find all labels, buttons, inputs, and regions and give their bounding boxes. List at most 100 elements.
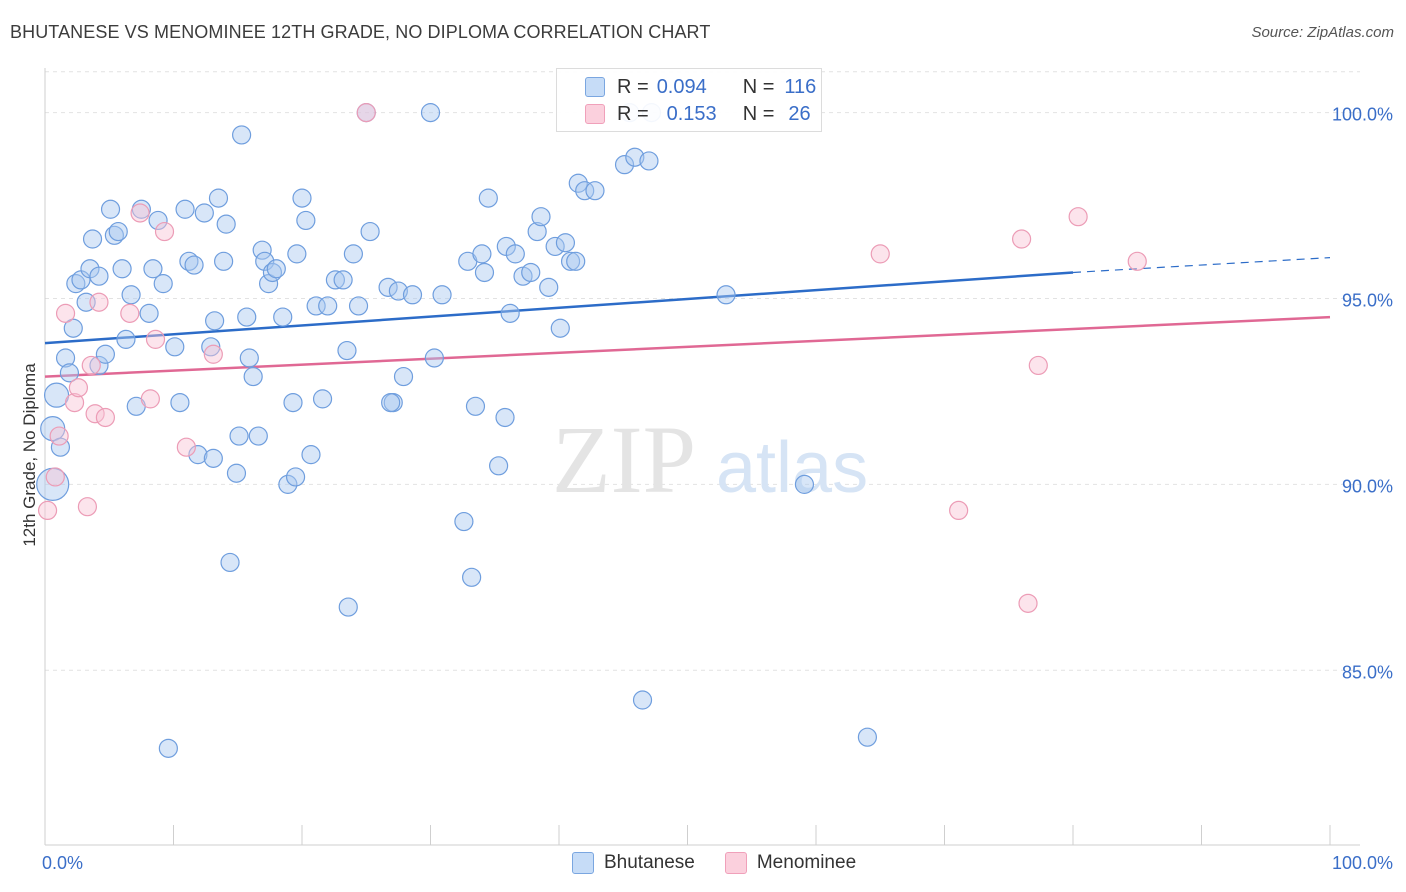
menominee-point xyxy=(949,500,969,521)
bhutanese-point xyxy=(585,181,605,201)
bhutanese-point xyxy=(226,463,247,483)
bhutanese-point xyxy=(301,445,321,465)
legend-r-value: 0.094 xyxy=(656,75,707,98)
bhutanese-point xyxy=(165,337,185,357)
bhutanese-point xyxy=(296,210,316,231)
legend-r-value: 0.153 xyxy=(666,102,717,125)
bhutanese-point xyxy=(239,348,259,368)
y-tick-labels: 85.0% 90.0% 95.0% 100.0% xyxy=(1332,105,1393,683)
menominee-point xyxy=(870,244,890,264)
menominee-point xyxy=(356,103,376,123)
bhutanese-point xyxy=(283,392,303,413)
bhutanese-point xyxy=(112,259,132,279)
legend-swatch-bhutanese xyxy=(585,77,605,97)
legend-n-label: N = xyxy=(742,102,775,125)
legend-swatch-menominee xyxy=(724,852,747,874)
menominee-point xyxy=(55,303,76,323)
bhutanese-point xyxy=(66,274,86,294)
menominee-point xyxy=(68,378,89,398)
bhutanese-point xyxy=(338,597,358,617)
menominee-point xyxy=(64,392,85,413)
bhutanese-point xyxy=(273,307,293,327)
bhutanese-point xyxy=(89,355,109,376)
bhutanese-point xyxy=(121,285,141,305)
legend-r-label: R = xyxy=(617,75,649,98)
bhutanese-point xyxy=(285,467,306,487)
bhutanese-point xyxy=(194,203,214,223)
bhutanese-point xyxy=(388,281,408,301)
bhutanese-trend-extension xyxy=(1072,257,1331,274)
y-tick-label: 100.0% xyxy=(1332,105,1393,125)
menominee-point xyxy=(1018,593,1038,613)
watermark: ZIP atlas xyxy=(552,406,868,513)
y-tick-label: 95.0% xyxy=(1342,290,1393,310)
bhutanese-point xyxy=(248,426,268,446)
bhutanese-point xyxy=(325,270,346,290)
bhutanese-point xyxy=(95,344,115,364)
menominee-point xyxy=(140,389,160,409)
bhutanese-point xyxy=(188,445,208,465)
bhutanese-point xyxy=(545,236,565,257)
x-tick-label: 100.0% xyxy=(1332,853,1393,873)
axes xyxy=(44,68,1360,846)
bhutanese-point xyxy=(566,251,586,271)
bhutanese-point xyxy=(568,173,588,193)
bhutanese-point xyxy=(555,233,576,253)
bhutanese-point xyxy=(278,474,298,494)
bhutanese-point xyxy=(716,285,736,305)
bhutanese-point xyxy=(148,210,168,231)
bhutanese-point xyxy=(378,277,398,297)
bhutanese-point xyxy=(639,151,659,171)
bhutanese-point xyxy=(170,392,190,413)
bhutanese-point xyxy=(420,103,441,123)
bhutanese-point xyxy=(287,244,307,264)
bhutanese-point xyxy=(143,259,163,279)
bhutanese-point xyxy=(337,340,357,361)
menominee-point xyxy=(154,221,175,242)
bhutanese-point xyxy=(560,251,581,271)
bhutanese-point xyxy=(100,199,121,219)
bhutanese-point xyxy=(229,426,249,446)
legend-n-value: 116 xyxy=(784,75,817,98)
y-tick-label: 90.0% xyxy=(1342,476,1393,496)
bhutanese-point xyxy=(266,259,286,279)
x-tick-label: 0.0% xyxy=(42,853,83,873)
legend-item-menominee: Menominee xyxy=(724,852,857,874)
bhutanese-trend-line xyxy=(44,271,1074,345)
bhutanese-point xyxy=(252,240,272,260)
bhutanese-point xyxy=(59,363,80,383)
menominee-point xyxy=(85,404,105,424)
legend-n-label: N = xyxy=(742,75,775,98)
bhutanese-point xyxy=(205,311,225,331)
legend-row-menominee: R = 0.153 N = 26 xyxy=(585,102,811,126)
bhutanese-point xyxy=(495,407,515,428)
legend-label-bhutanese: Bhutanese xyxy=(604,852,695,873)
bhutanese-point xyxy=(232,125,252,145)
bhutanese-point xyxy=(531,207,551,227)
bhutanese-point xyxy=(489,456,509,476)
bhutanese-point xyxy=(625,147,645,167)
x-tick-labels: 0.0% 100.0% xyxy=(42,853,1393,873)
bhutanese-point xyxy=(575,181,595,201)
bhutanese-point xyxy=(43,382,70,408)
bhutanese-point xyxy=(220,552,240,573)
legend-label-menominee: Menominee xyxy=(756,852,857,873)
menominee-point xyxy=(1068,207,1088,227)
menominee-trend-line xyxy=(44,315,1331,378)
bhutanese-point xyxy=(116,329,136,349)
legend-row-bhutanese: R = 0.094 N = 116 xyxy=(585,75,816,99)
legend-n-value: 26 xyxy=(788,102,811,125)
bhutanese-point xyxy=(255,251,275,271)
bhutanese-point xyxy=(432,285,452,305)
menominee-point xyxy=(176,437,196,457)
menominee-point xyxy=(1028,355,1048,376)
bhutanese-point xyxy=(179,251,199,271)
stats-legend: R = 0.094 N = 116 R = 0.153 N = 26 xyxy=(556,68,822,132)
bhutanese-point xyxy=(184,255,204,275)
bhutanese-point xyxy=(214,251,234,271)
menominee-point xyxy=(49,426,69,446)
bhutanese-point xyxy=(614,155,635,175)
menominee-point xyxy=(203,344,223,364)
bhutanese-point xyxy=(158,738,178,758)
